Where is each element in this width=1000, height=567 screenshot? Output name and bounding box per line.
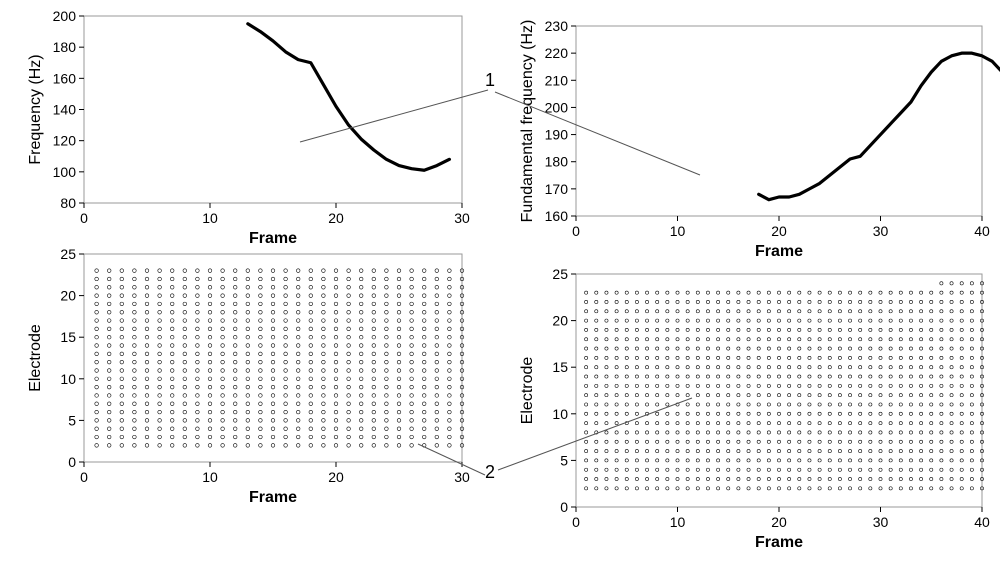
svg-text:0: 0 <box>68 454 76 470</box>
y-axis-label: Frequency (Hz) <box>27 54 44 164</box>
x-axis-label: Frame <box>249 230 297 247</box>
svg-text:10: 10 <box>670 514 686 530</box>
svg-text:5: 5 <box>68 412 76 428</box>
svg-text:20: 20 <box>771 223 787 239</box>
svg-text:80: 80 <box>60 195 76 211</box>
svg-text:160: 160 <box>53 70 77 86</box>
svg-text:10: 10 <box>670 223 686 239</box>
svg-text:180: 180 <box>545 154 569 170</box>
svg-text:120: 120 <box>53 133 77 149</box>
svg-text:190: 190 <box>545 127 569 143</box>
svg-text:0: 0 <box>572 514 580 530</box>
svg-text:5: 5 <box>560 452 568 468</box>
annotation-label: 1 <box>485 70 495 90</box>
svg-text:100: 100 <box>53 164 77 180</box>
svg-text:0: 0 <box>80 469 88 485</box>
y-axis-label: Electrode <box>519 357 536 425</box>
y-axis-label: Fundamental frequency (Hz) <box>519 20 536 223</box>
x-axis-label: Frame <box>249 489 297 506</box>
svg-text:0: 0 <box>560 499 568 515</box>
svg-text:10: 10 <box>202 210 218 226</box>
svg-text:170: 170 <box>545 181 569 197</box>
svg-text:30: 30 <box>454 210 470 226</box>
svg-text:210: 210 <box>545 72 569 88</box>
svg-text:25: 25 <box>552 266 568 282</box>
electrode-dots <box>95 269 464 447</box>
svg-text:10: 10 <box>552 406 568 422</box>
svg-text:20: 20 <box>552 313 568 329</box>
bottom_right: 0 5 10 15 20 25 0 10 20 30 40 Frame Electrode <box>519 266 990 551</box>
top_right: 160170180190200210220230010203040FrameFu… <box>519 18 1000 260</box>
svg-text:200: 200 <box>53 8 77 24</box>
annotation-1: 1 <box>300 70 700 175</box>
svg-text:15: 15 <box>552 359 568 375</box>
data-curve <box>248 24 450 170</box>
svg-text:10: 10 <box>202 469 218 485</box>
svg-text:40: 40 <box>974 223 990 239</box>
bottom_left: 0 5 10 15 20 25 0 10 20 30 Frame Electrode <box>27 246 470 506</box>
svg-text:20: 20 <box>328 210 344 226</box>
svg-text:25: 25 <box>60 246 76 262</box>
svg-text:160: 160 <box>545 208 569 224</box>
top_left: 80 100 120 140 160 180 200 0 10 20 30 Frame Frequenc… <box>27 8 470 247</box>
svg-text:180: 180 <box>53 39 77 55</box>
svg-text:30: 30 <box>873 514 889 530</box>
svg-text:0: 0 <box>80 210 88 226</box>
svg-text:30: 30 <box>873 223 889 239</box>
x-axis-label: Frame <box>755 534 803 551</box>
svg-text:230: 230 <box>545 18 569 34</box>
figure-canvas: 801001201401601802000102030FrameFrequenc… <box>0 0 1000 562</box>
svg-text:40: 40 <box>974 514 990 530</box>
svg-text:20: 20 <box>771 514 787 530</box>
data-curve <box>759 53 1000 200</box>
electrode-dots <box>585 282 984 490</box>
annotation-label: 2 <box>485 462 495 482</box>
x-axis-label: Frame <box>755 243 803 260</box>
svg-text:15: 15 <box>60 329 76 345</box>
svg-text:30: 30 <box>454 469 470 485</box>
svg-text:140: 140 <box>53 102 77 118</box>
svg-text:0: 0 <box>572 223 580 239</box>
y-axis-label: Electrode <box>27 324 44 392</box>
svg-text:20: 20 <box>328 469 344 485</box>
svg-text:20: 20 <box>60 288 76 304</box>
svg-text:10: 10 <box>60 371 76 387</box>
svg-text:220: 220 <box>545 45 569 61</box>
